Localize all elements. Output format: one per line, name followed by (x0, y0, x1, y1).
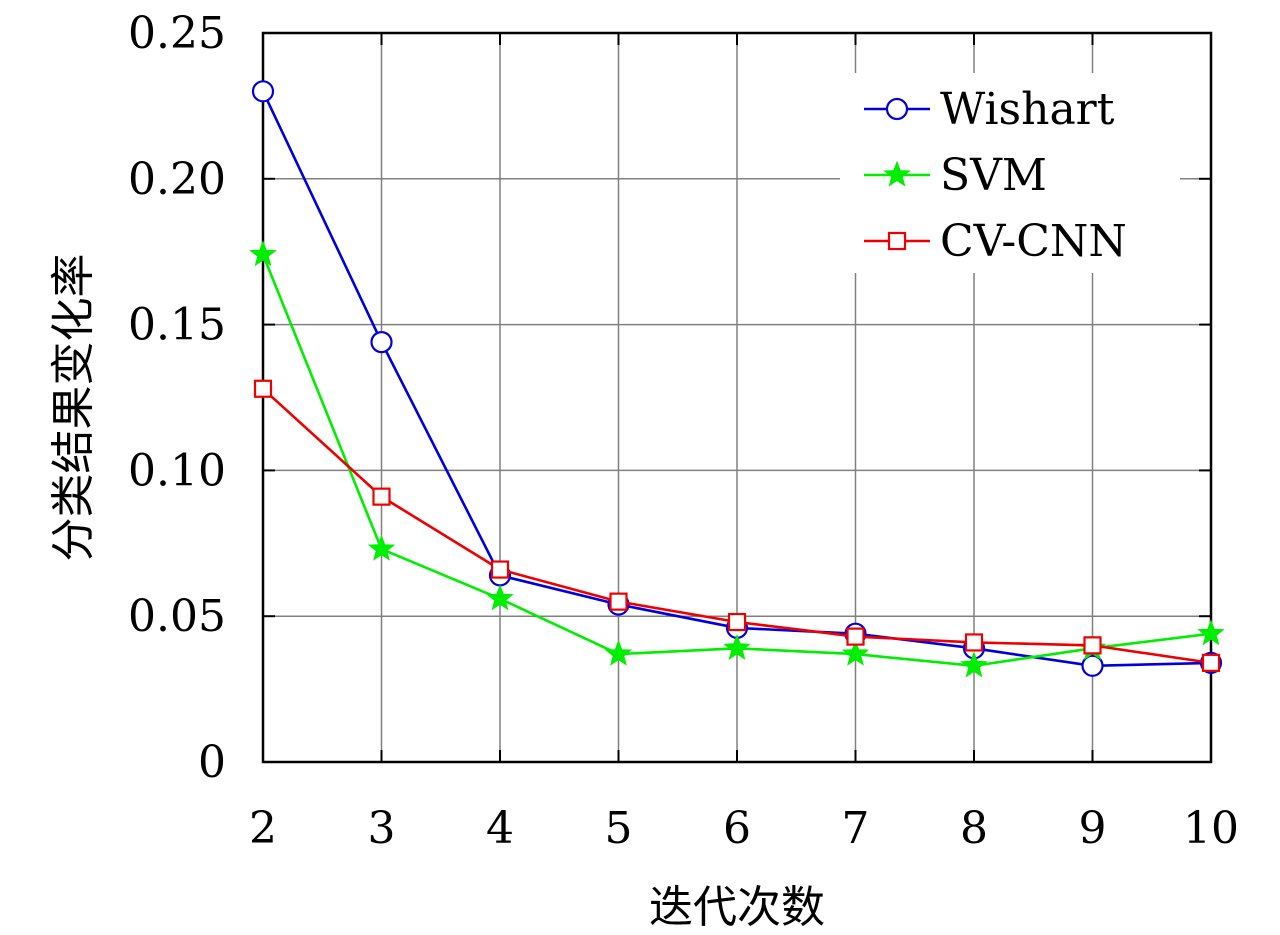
legend-item-cv-cnn: CV-CNN (864, 216, 1127, 267)
data-point-wishart (1081, 654, 1104, 677)
legend-item-wishart: Wishart (864, 84, 1115, 135)
legend-label: SVM (940, 150, 1047, 201)
data-point-svm (604, 639, 633, 666)
data-point-svm (249, 240, 277, 267)
data-point-cv-cnn (490, 560, 510, 579)
series-layer (249, 80, 1225, 678)
data-point-svm (1197, 619, 1225, 646)
data-point-cv-cnn (609, 592, 628, 611)
x-axis-label: 迭代次数 (649, 882, 825, 933)
y-axis-label: 分类结果变化率 (48, 254, 99, 562)
x-tick-label: 8 (960, 803, 988, 854)
data-point-cv-cnn (1201, 653, 1221, 672)
x-tick-label: 3 (368, 803, 396, 854)
x-tick-label: 6 (723, 803, 751, 854)
legend-label: CV-CNN (940, 216, 1127, 267)
y-tick-label: 0.15 (128, 300, 226, 351)
data-point-svm (486, 584, 514, 611)
data-point-cv-cnn (964, 633, 984, 652)
data-point-wishart (370, 330, 393, 354)
x-tick-label: 5 (605, 803, 633, 854)
y-tick-label: 0.25 (128, 8, 226, 59)
data-point-svm (960, 651, 988, 678)
data-point-svm (723, 633, 751, 660)
legend-item-svm: SVM (864, 150, 1047, 201)
data-point-svm (841, 639, 870, 666)
data-point-svm (367, 534, 396, 561)
data-point-cv-cnn (846, 627, 865, 646)
legend: Wishart SVM CV-CNN (840, 73, 1180, 273)
data-point-cv-cnn (1083, 636, 1102, 655)
x-tick-label: 2 (249, 803, 277, 854)
y-tick-label: 0.20 (128, 154, 226, 205)
data-point-cv-cnn (372, 487, 391, 506)
x-tick-label: 4 (486, 803, 514, 854)
data-point-cv-cnn (727, 612, 747, 632)
y-tick-label: 0.10 (128, 445, 226, 496)
y-tick-label: 0 (198, 737, 226, 788)
y-tick-label: 0.05 (128, 591, 226, 642)
series-cv-cnn (253, 379, 1221, 672)
legend-label: Wishart (940, 84, 1115, 135)
legend-swatch-marker (885, 97, 909, 121)
legend-swatch-marker (883, 160, 911, 187)
axis-ticks: 2 3 4 5 6 7 8 9 10 0 0.05 0.10 0.15 0.20 0.25 (128, 8, 1239, 854)
data-point-wishart (251, 80, 275, 103)
x-tick-label: 7 (842, 803, 870, 854)
data-point-cv-cnn (253, 379, 273, 398)
x-tick-label: 9 (1079, 803, 1107, 854)
legend-swatch-marker (887, 231, 907, 251)
x-tick-label: 10 (1183, 803, 1239, 854)
